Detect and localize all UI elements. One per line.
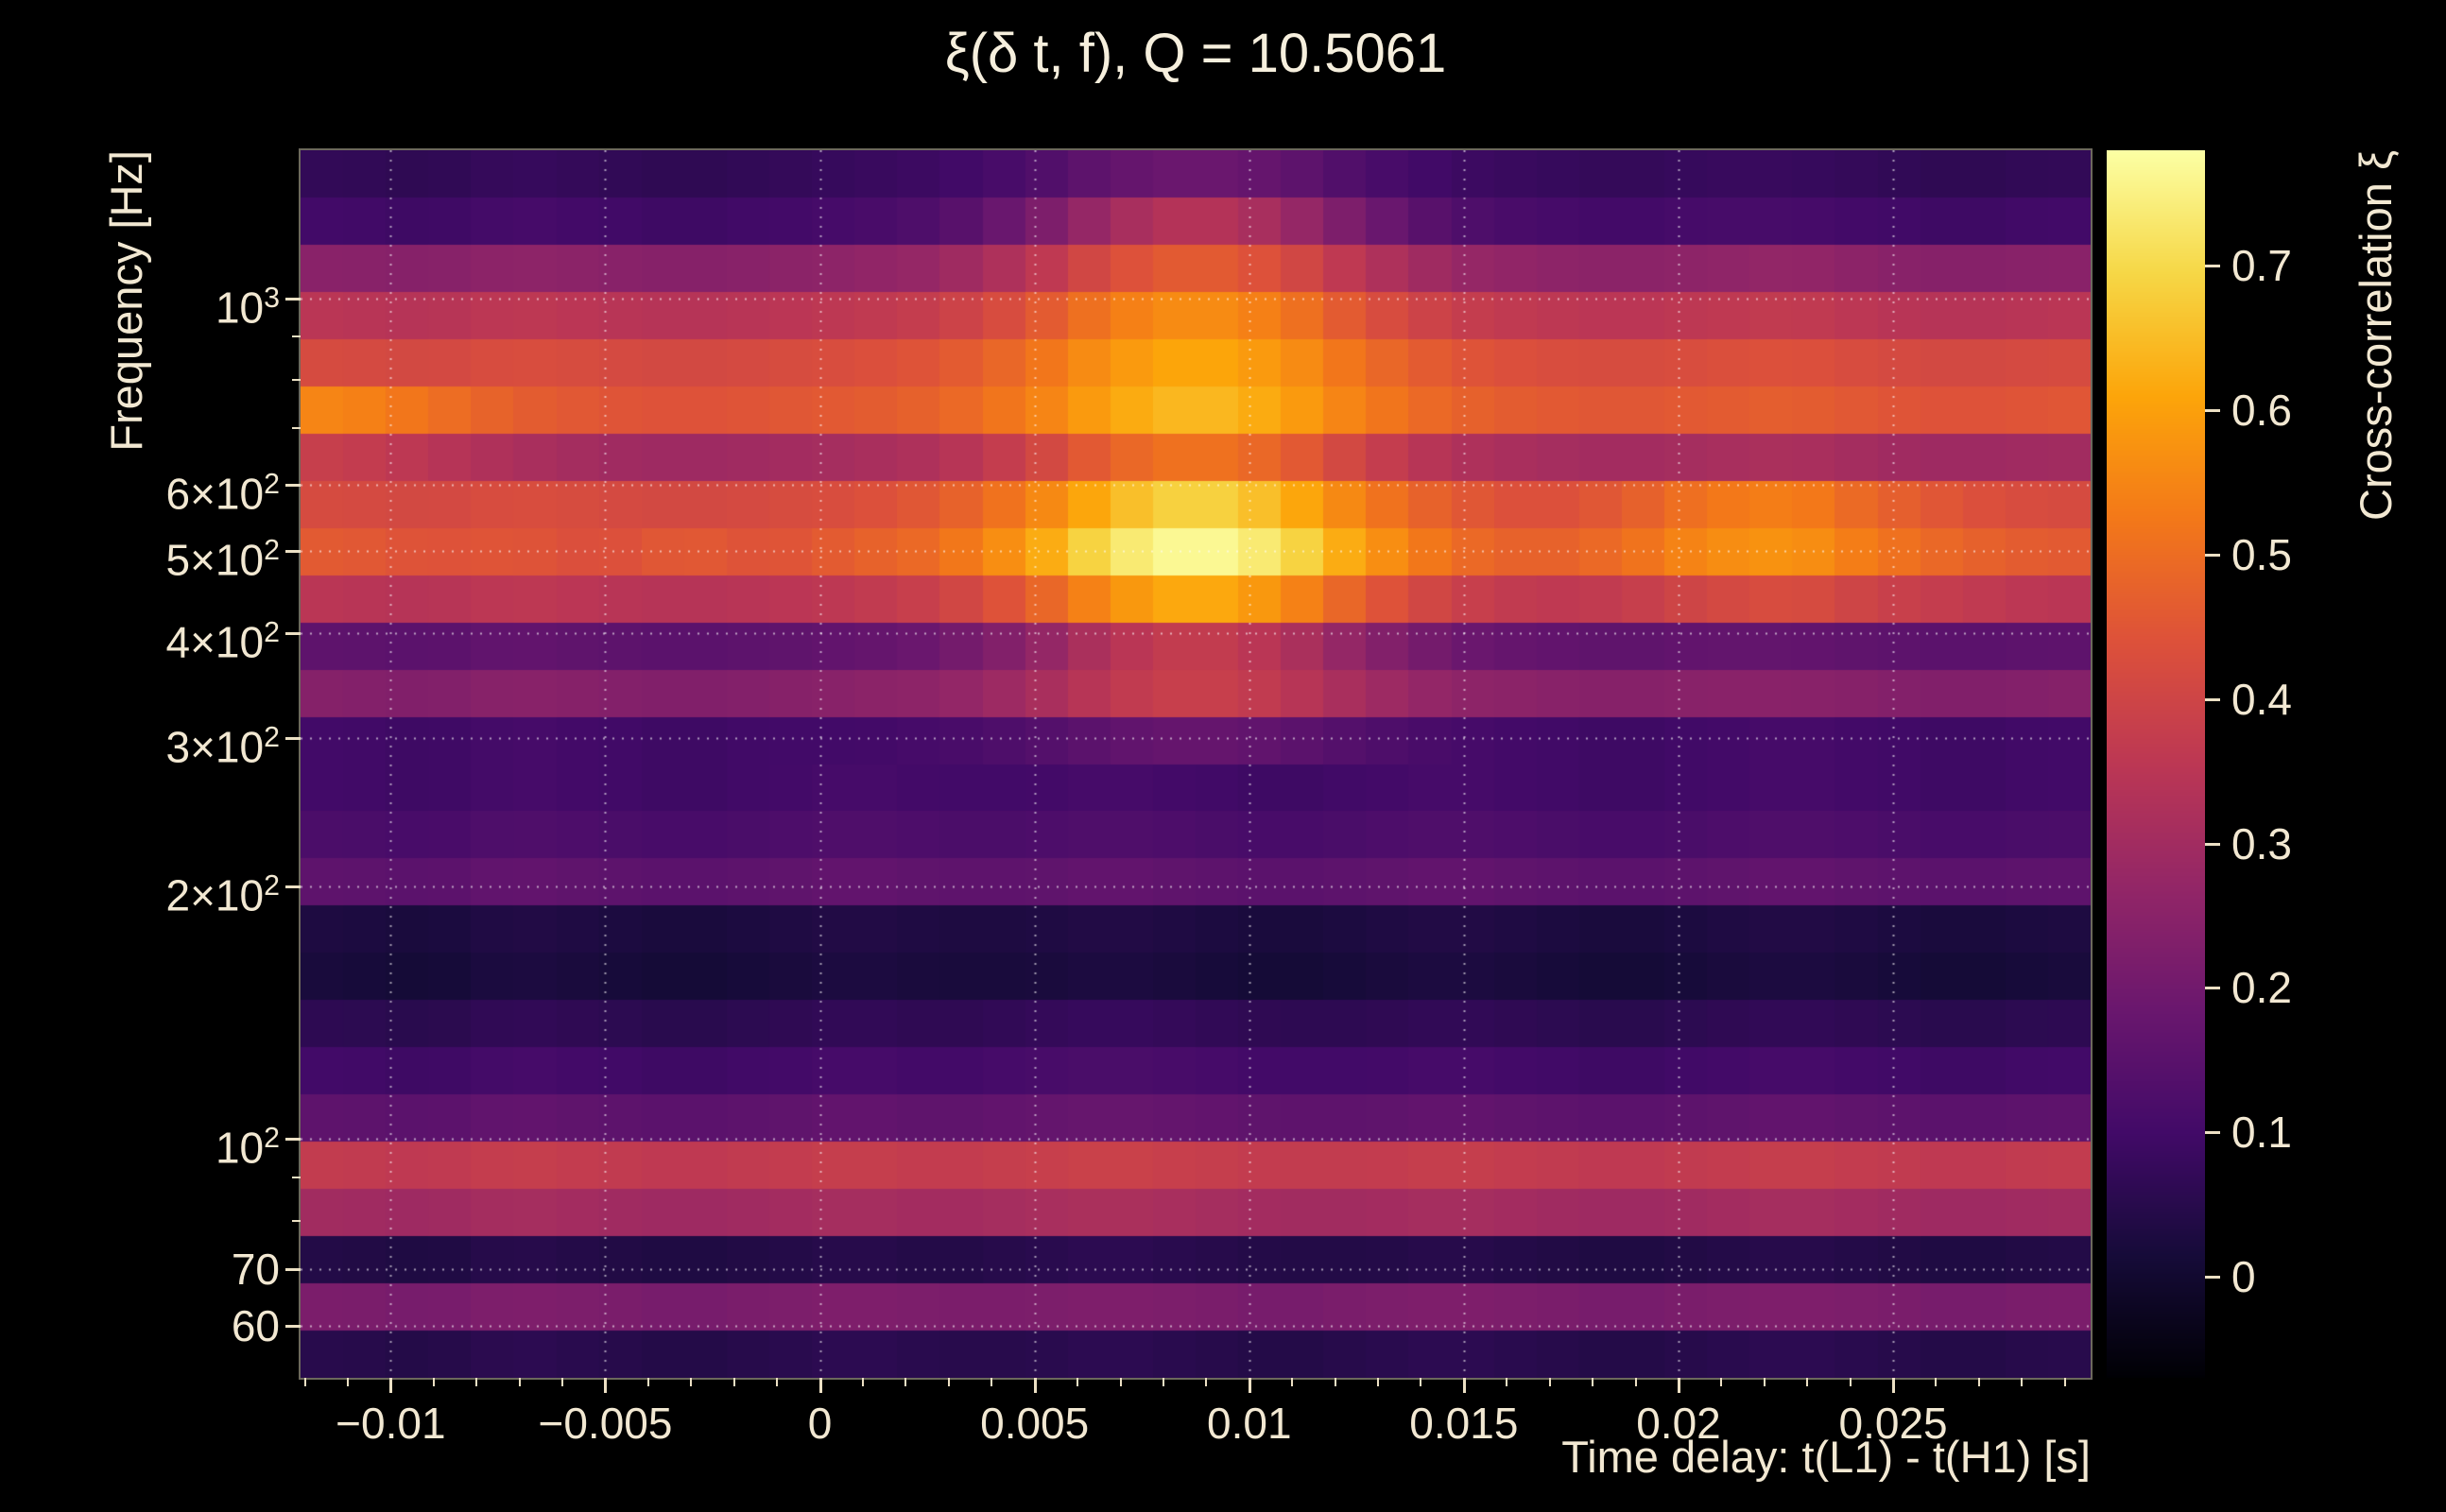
x-minor-tick-mark <box>432 1378 435 1386</box>
colorbar-tick-mark <box>2205 697 2220 701</box>
y-tick-label: 102 <box>215 1123 280 1173</box>
x-minor-tick-mark <box>1720 1378 1723 1386</box>
x-tick-mark <box>1677 1378 1680 1393</box>
x-tick-label: 0.01 <box>1207 1399 1292 1448</box>
x-tick-mark <box>604 1378 608 1393</box>
x-tick-label: −0.01 <box>336 1399 446 1448</box>
x-minor-tick-mark <box>1334 1378 1336 1386</box>
x-tick-label: 0 <box>807 1399 833 1448</box>
x-minor-tick-mark <box>1634 1378 1637 1386</box>
y-minor-tick-mark <box>292 427 301 430</box>
x-tick-label: 0.015 <box>1409 1399 1519 1448</box>
x-tick-label: 0.025 <box>1838 1399 1948 1448</box>
x-minor-tick-mark <box>2021 1378 2024 1386</box>
x-minor-tick-mark <box>1806 1378 1809 1386</box>
colorbar-tick-label: 0.5 <box>2231 529 2292 579</box>
colorbar-tick-mark <box>2205 842 2220 846</box>
y-tick-label: 60 <box>231 1300 280 1350</box>
x-minor-tick-mark <box>1849 1378 1852 1386</box>
y-minor-tick-mark <box>292 378 301 381</box>
y-tick-label: 70 <box>231 1245 280 1295</box>
x-tick-label: −0.005 <box>538 1399 673 1448</box>
x-tick-mark <box>389 1378 393 1393</box>
x-minor-tick-mark <box>1592 1378 1594 1386</box>
x-minor-tick-mark <box>1291 1378 1294 1386</box>
x-minor-tick-mark <box>776 1378 779 1386</box>
x-minor-tick-mark <box>1420 1378 1422 1386</box>
x-minor-tick-mark <box>690 1378 693 1386</box>
x-minor-tick-mark <box>1935 1378 1938 1386</box>
x-minor-tick-mark <box>947 1378 950 1386</box>
colorbar-tick-mark <box>2205 409 2220 413</box>
x-minor-tick-mark <box>561 1378 564 1386</box>
colorbar-tick-label: 0.7 <box>2231 241 2292 291</box>
x-minor-tick-mark <box>1763 1378 1766 1386</box>
x-minor-tick-mark <box>990 1378 993 1386</box>
x-minor-tick-mark <box>1377 1378 1380 1386</box>
y-tick-label: 5×102 <box>165 535 280 585</box>
y-tick-mark <box>285 297 301 301</box>
x-tick-label: 0.02 <box>1636 1399 1721 1448</box>
x-minor-tick-mark <box>2063 1378 2066 1386</box>
x-tick-mark <box>1462 1378 1466 1393</box>
colorbar-tick-label: 0.6 <box>2231 386 2292 436</box>
x-minor-tick-mark <box>1977 1378 1980 1386</box>
x-minor-tick-mark <box>646 1378 649 1386</box>
y-tick-label: 6×102 <box>165 469 280 519</box>
y-tick-label: 3×102 <box>165 721 280 772</box>
colorbar-tick-label: 0 <box>2231 1252 2256 1302</box>
heatmap-image <box>301 150 2091 1378</box>
y-tick-mark <box>285 1268 301 1272</box>
y-minor-tick-mark <box>292 335 301 338</box>
y-tick-mark <box>285 550 301 554</box>
x-tick-mark <box>1892 1378 1896 1393</box>
colorbar-tick-mark <box>2205 1131 2220 1135</box>
x-minor-tick-mark <box>1077 1378 1079 1386</box>
x-tick-mark <box>1248 1378 1251 1393</box>
y-tick-mark <box>285 484 301 488</box>
y-tick-label: 103 <box>215 282 280 332</box>
y-tick-mark <box>285 736 301 740</box>
y-minor-tick-mark <box>292 1177 301 1179</box>
colorbar-gradient <box>2107 150 2205 1378</box>
colorbar-tick-mark <box>2205 265 2220 268</box>
y-tick-label: 2×102 <box>165 869 280 919</box>
chart-title: ξ(δ t, f), Q = 10.5061 <box>944 23 1447 84</box>
x-tick-mark <box>1033 1378 1037 1393</box>
colorbar-tick-label: 0.1 <box>2231 1108 2292 1158</box>
y-minor-tick-mark <box>292 1219 301 1222</box>
colorbar-tick-mark <box>2205 987 2220 990</box>
colorbar-tick-label: 0.3 <box>2231 818 2292 868</box>
x-minor-tick-mark <box>732 1378 735 1386</box>
x-minor-tick-mark <box>1548 1378 1551 1386</box>
x-minor-tick-mark <box>1506 1378 1508 1386</box>
x-tick-label: 0.005 <box>980 1399 1090 1448</box>
colorbar-tick-mark <box>2205 1276 2220 1280</box>
y-tick-mark <box>285 885 301 888</box>
x-minor-tick-mark <box>475 1378 478 1386</box>
y-tick-label: 4×102 <box>165 616 280 667</box>
y-tick-mark <box>285 1324 301 1328</box>
x-minor-tick-mark <box>518 1378 521 1386</box>
x-minor-tick-mark <box>1119 1378 1122 1386</box>
y-tick-mark <box>285 1138 301 1142</box>
colorbar-title: Cross-correlation ξ <box>2351 150 2401 521</box>
colorbar-tick-label: 0.2 <box>2231 963 2292 1013</box>
colorbar-tick-label: 0.4 <box>2231 674 2292 724</box>
x-minor-tick-mark <box>1162 1378 1164 1386</box>
x-minor-tick-mark <box>303 1378 306 1386</box>
x-minor-tick-mark <box>904 1378 907 1386</box>
x-minor-tick-mark <box>346 1378 349 1386</box>
x-minor-tick-mark <box>1205 1378 1208 1386</box>
y-tick-mark <box>285 631 301 635</box>
colorbar-tick-mark <box>2205 553 2220 557</box>
x-tick-mark <box>818 1378 822 1393</box>
x-axis-title: Time delay: t(L1) - t(H1) [s] <box>1561 1432 2091 1482</box>
x-minor-tick-mark <box>861 1378 864 1386</box>
